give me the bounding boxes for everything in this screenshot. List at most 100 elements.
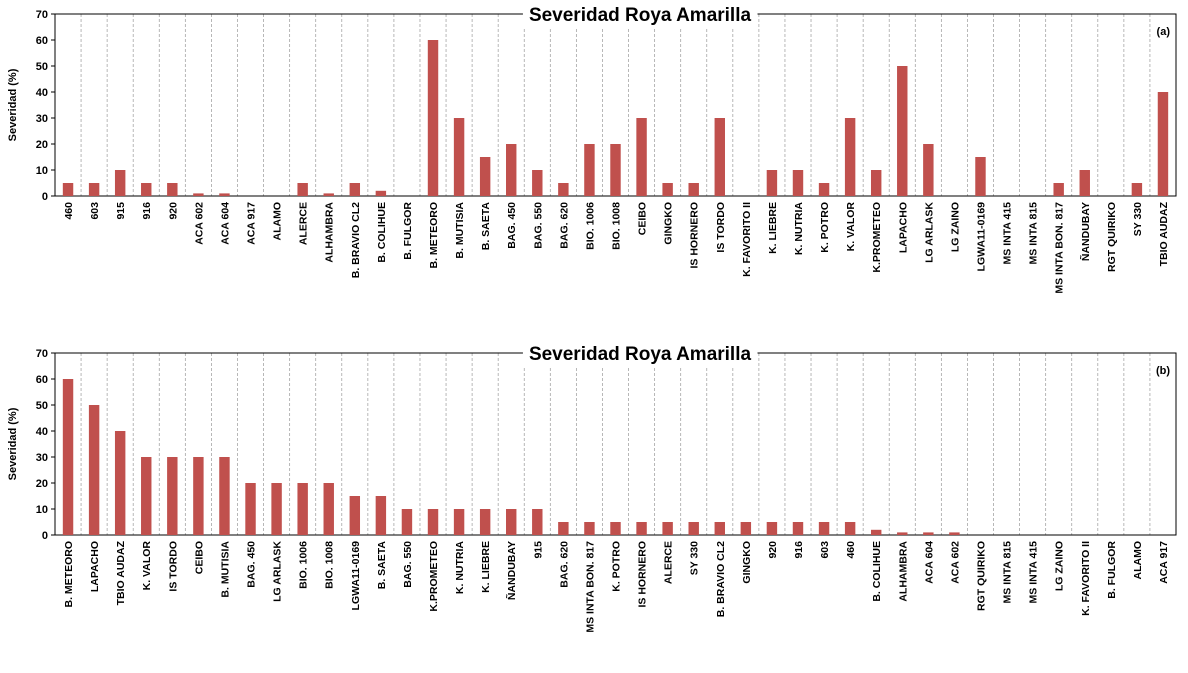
bar: [453, 509, 465, 535]
bar: [923, 532, 934, 535]
x-tick-label: SY 330: [1132, 202, 1144, 236]
bar: [479, 157, 491, 196]
x-tick-label: CEIBO: [193, 541, 205, 574]
x-tick-label: B. COLIHUE: [871, 541, 883, 602]
x-tick-label: ÑANDUBAY: [1079, 202, 1092, 261]
bar: [297, 183, 308, 196]
bar: [167, 183, 178, 196]
x-tick-label: TBIO AUDAZ: [115, 540, 127, 605]
y-tick-label: 60: [36, 35, 48, 47]
x-tick-label: B. METEORO: [428, 202, 440, 269]
x-tick-label: SY 330: [689, 541, 701, 575]
x-tick-label: IS HORNERO: [637, 541, 649, 608]
bar: [818, 522, 830, 535]
bar: [897, 532, 908, 535]
bar: [141, 457, 152, 535]
x-tick-label: 460: [63, 202, 75, 220]
bar: [427, 40, 439, 196]
y-tick-label: 0: [42, 191, 48, 203]
bar: [610, 522, 621, 535]
y-axis-label: Severidad (%): [7, 68, 19, 141]
x-tick-label: B. MUTISIA: [219, 541, 231, 598]
bar: [766, 170, 778, 196]
x-tick-label: BIO. 1006: [298, 541, 310, 589]
x-tick-label: ACA 602: [949, 541, 961, 584]
x-tick-label: ALHAMBRA: [324, 202, 336, 263]
x-tick-label: RGT QUIRIKO: [1106, 202, 1118, 272]
bar: [88, 183, 100, 196]
bar: [897, 66, 908, 196]
bar: [688, 183, 699, 196]
x-tick-label: B. SAETA: [480, 202, 492, 251]
bar: [870, 529, 882, 535]
bar: [219, 457, 230, 535]
x-tick-label: MS INTA 815: [1002, 541, 1014, 604]
bar: [479, 509, 491, 535]
x-tick-label: BIO. 1008: [611, 202, 623, 250]
x-tick-label: K. NUTRIA: [454, 541, 466, 594]
x-tick-label: ALERCE: [298, 202, 310, 245]
x-tick-label: LG ARLASK: [923, 202, 935, 263]
y-tick-label: 30: [36, 452, 48, 464]
y-tick-label: 50: [36, 61, 48, 73]
y-tick-label: 50: [36, 400, 48, 412]
x-tick-label: ACA 604: [219, 202, 231, 245]
y-tick-label: 20: [36, 478, 48, 490]
bar: [193, 193, 204, 196]
y-tick-label: 40: [36, 426, 48, 438]
y-tick-label: 30: [36, 113, 48, 125]
bar: [506, 144, 517, 196]
x-tick-label: 603: [819, 541, 831, 559]
chart-panel-a: 0 10 20 30 40 50 60 70 460 603 915 916 920 ACA 602 ACA…: [7, 4, 1177, 294]
x-tick-label: B. SAETA: [376, 541, 388, 590]
bar: [1079, 170, 1090, 196]
bar: [818, 183, 830, 196]
bar: [167, 457, 178, 535]
bar: [114, 170, 126, 196]
bar: [870, 170, 882, 196]
y-tick-label: 10: [36, 504, 48, 516]
x-tick-label: B. FULGOR: [402, 202, 414, 260]
x-tick-label: K.PROMETEO: [428, 541, 440, 612]
x-tick-label: BAG. 620: [558, 202, 570, 249]
bar: [114, 431, 126, 535]
x-tick-label: K. POTRO: [611, 541, 623, 592]
bar: [349, 183, 361, 196]
x-tick-label: BAG. 450: [506, 202, 518, 249]
bar: [740, 522, 752, 535]
x-tick-label: K. NUTRIA: [793, 202, 805, 255]
x-tick-label: TBIO AUDAZ: [1158, 201, 1170, 266]
title-background: [522, 343, 758, 366]
x-tick-label: ALHAMBRA: [897, 541, 909, 602]
x-tick-label: ACA 917: [1158, 541, 1170, 584]
y-tick-label: 60: [36, 374, 48, 386]
bar: [975, 157, 986, 196]
y-tick-label: 10: [36, 165, 48, 177]
x-tick-label: B. BRAVIO CL2: [350, 202, 362, 278]
y-tick-label: 70: [36, 348, 48, 360]
bar: [323, 193, 334, 196]
x-tick-label: IS TORDO: [167, 541, 179, 592]
bar: [271, 483, 282, 535]
x-tick-label: MS INTA 815: [1028, 202, 1040, 265]
bar: [792, 522, 804, 535]
bar: [792, 170, 804, 196]
x-tick-label: BIO. 1006: [584, 202, 596, 250]
x-tick-label: K. FAVORITO II: [1080, 541, 1092, 616]
bar: [949, 532, 960, 535]
x-tick-label: ALERCE: [663, 541, 675, 584]
x-tick-label: BAG. 450: [246, 541, 258, 588]
x-tick-label: K. VALOR: [845, 202, 857, 252]
x-tick-label: ACA 604: [923, 541, 935, 584]
bar: [297, 483, 308, 535]
x-tick-label: GINGKO: [663, 202, 675, 245]
bar: [532, 170, 543, 196]
bar: [923, 144, 934, 196]
bar: [714, 522, 725, 535]
x-tick-label: LGWA11-0169: [975, 202, 987, 272]
y-tick-label: 0: [42, 530, 48, 542]
x-tick-label: ACA 917: [246, 202, 258, 245]
x-tick-label: 915: [115, 202, 127, 220]
bar: [532, 509, 543, 535]
panel-label: (b): [1156, 365, 1170, 377]
